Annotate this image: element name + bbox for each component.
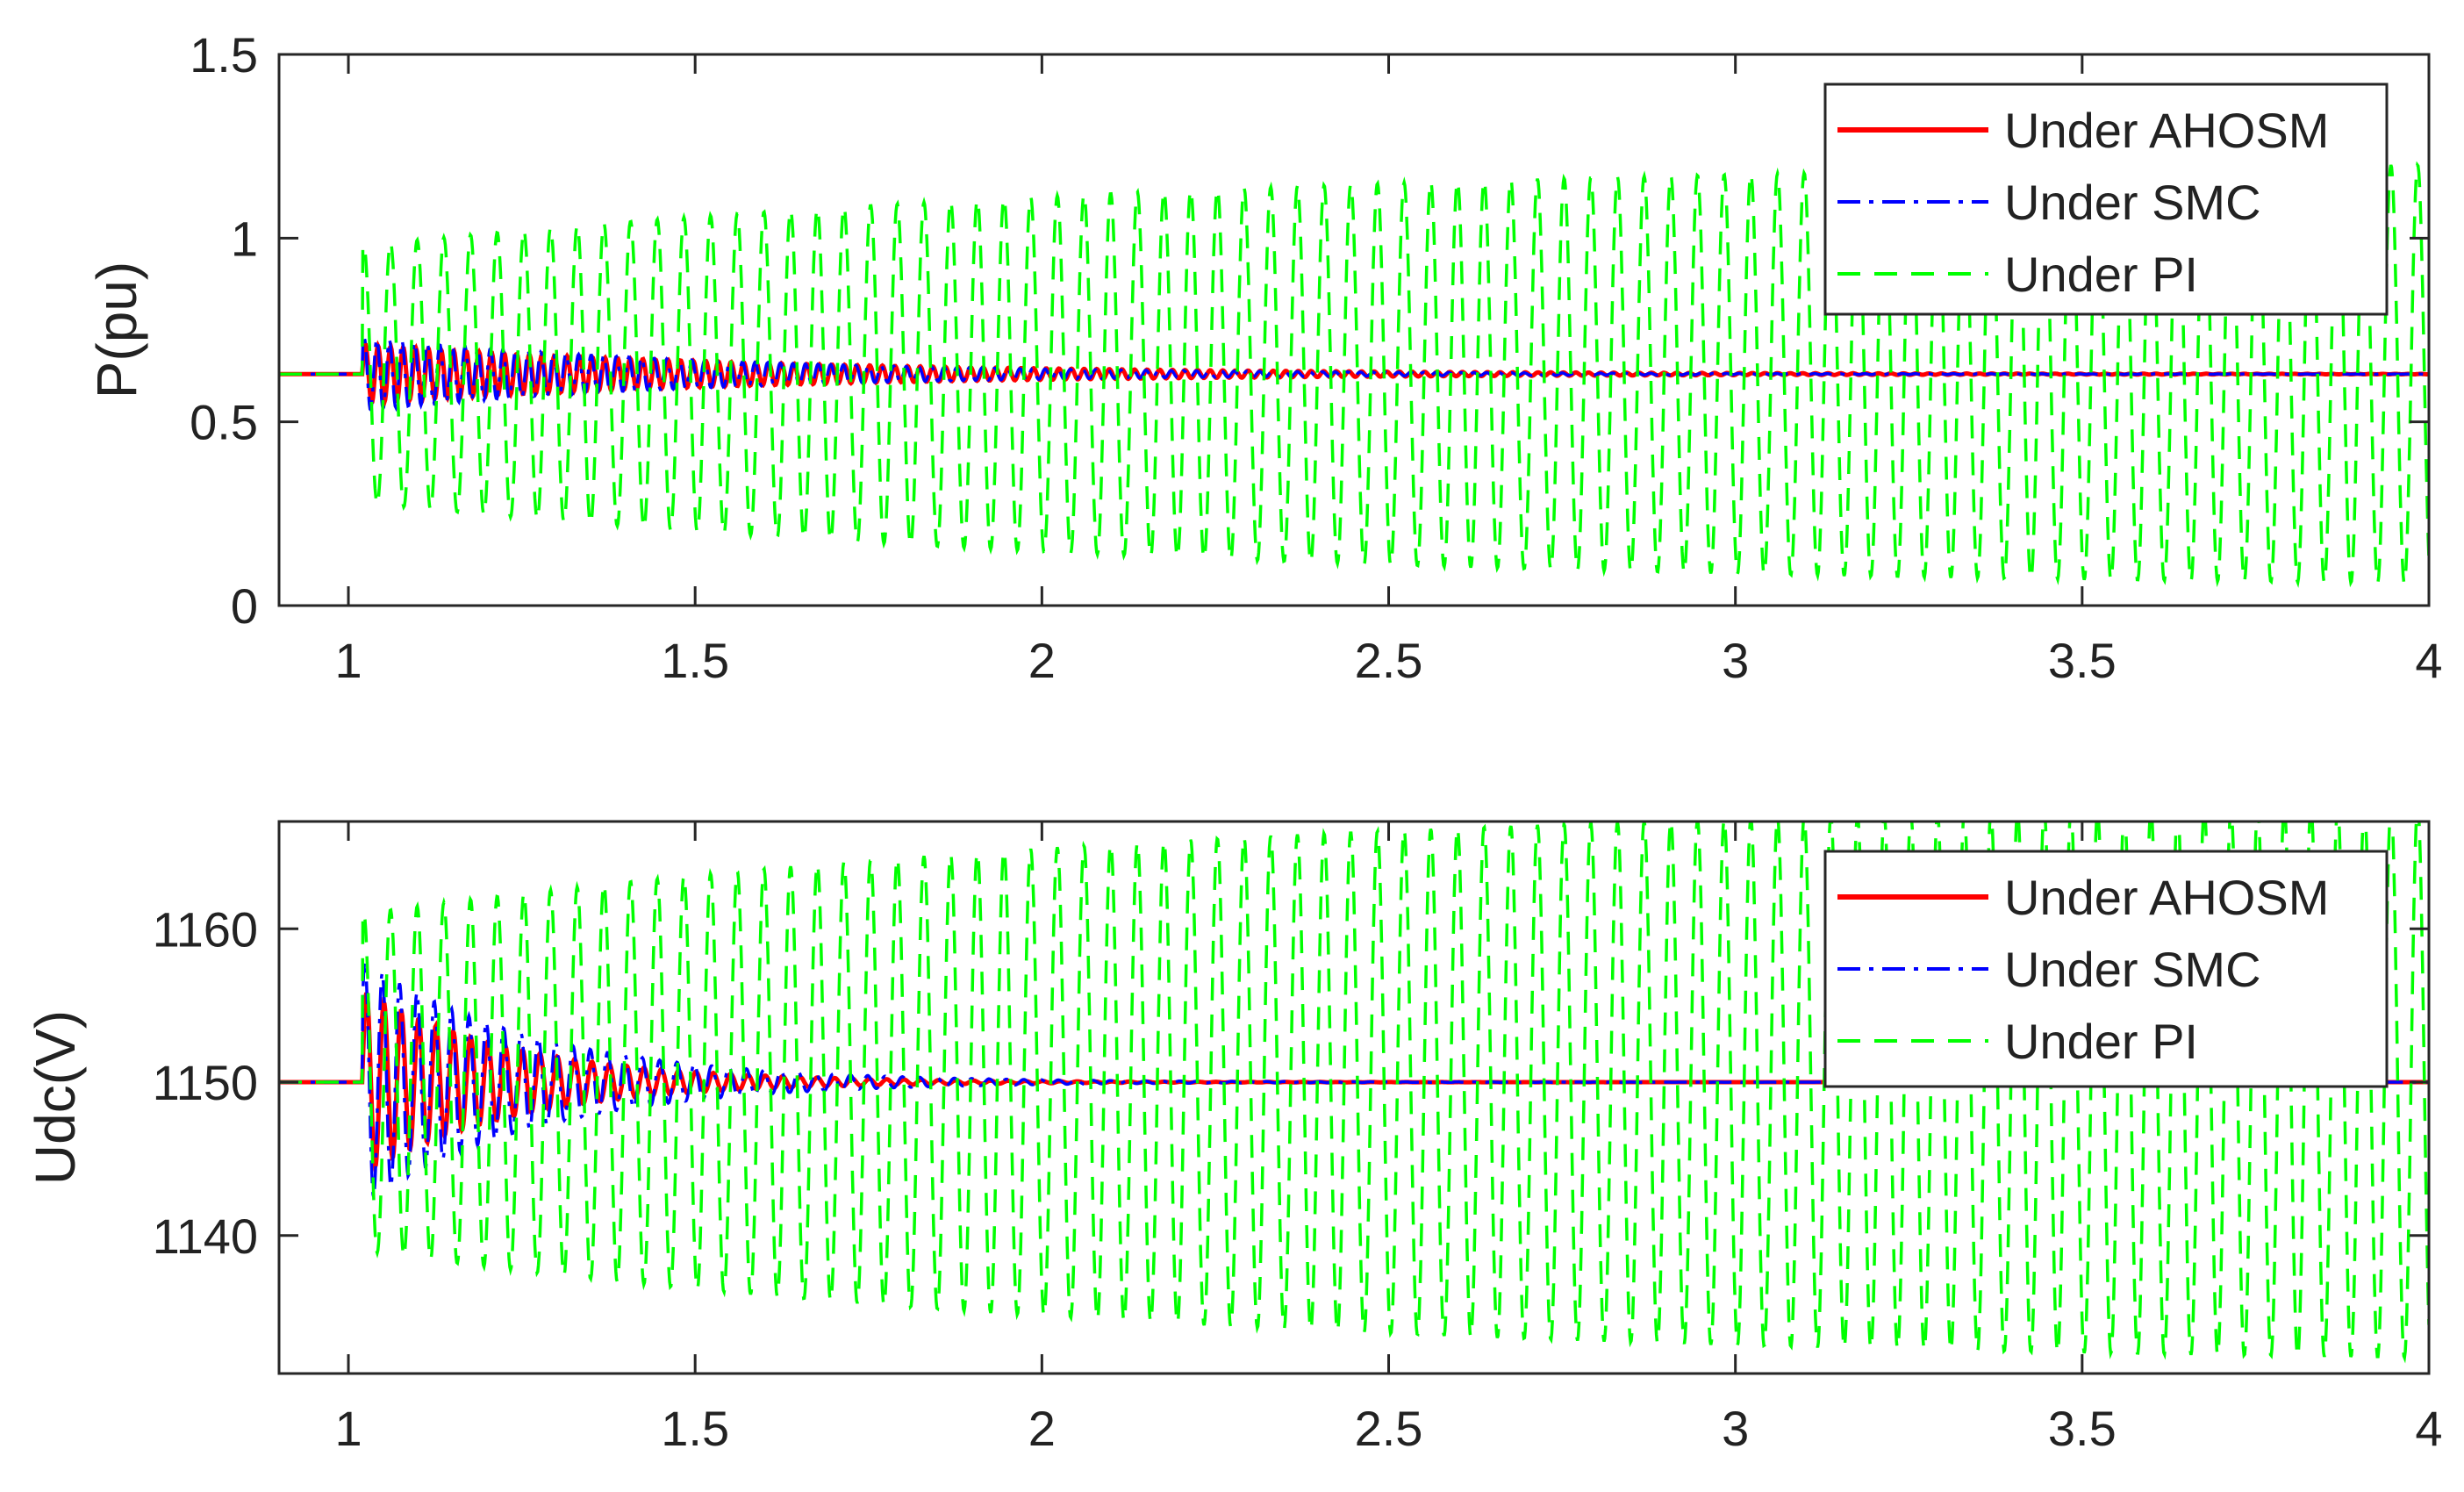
y-tick-label: 1 [231,211,258,266]
y-tick-label: 1150 [153,1055,258,1110]
x-tick-label: 2 [1028,1401,1056,1456]
y-axis-label: P(pu) [85,262,148,399]
series-line-under-ahosm [279,340,2429,408]
x-tick-label: 4 [2415,633,2442,688]
legend: Under AHOSM Under SMC Under PI [1823,850,2389,1088]
x-tick-label: 4 [2415,1401,2442,1456]
x-tick-label: 3 [1722,1401,1749,1456]
legend-entry-label: Under AHOSM [2004,870,2329,925]
x-tick-label: 1.5 [661,1401,729,1456]
x-tick-label: 3.5 [2048,1401,2117,1456]
y-tick-label: 1140 [153,1209,258,1264]
x-tick-label: 1 [334,633,362,688]
y-tick-label: 0.5 [190,395,258,450]
y-tick-label: 1.5 [190,27,258,82]
legend-box [1823,850,2389,1088]
x-tick-label: 3 [1722,633,1749,688]
series-line-under-smc [279,333,2429,413]
y-tick-label: 1160 [153,901,258,957]
x-tick-label: 2.5 [1355,633,1423,688]
x-tick-label: 1 [334,1401,362,1456]
axes-frame [277,820,2431,1375]
legend-entry-label: Under PI [2004,247,2198,302]
x-tick-label: 3.5 [2048,633,2117,688]
x-tick-label: 2 [1028,633,1056,688]
x-tick-label: 1.5 [661,633,729,688]
y-axis-label: Udc(V) [24,1010,87,1185]
chart-panel-1: 1 1.5 2 2.5 3 3.5 400.511.5P(pu)Under AHOSMUnd… [85,27,2443,688]
x-tick-label: 2.5 [1355,1401,1423,1456]
legend-entry-label: Under AHOSM [2004,103,2329,158]
legend-entry-label: Under SMC [2004,942,2261,997]
legend: Under AHOSM Under SMC Under PI [1823,82,2389,316]
axes-frame [277,53,2431,607]
legend-box [1823,82,2389,316]
legend-entry-label: Under PI [2004,1014,2198,1069]
y-tick-label: 0 [231,578,258,634]
legend-entry-label: Under SMC [2004,175,2261,230]
series-line-under-pi [279,821,2429,1364]
chart-panel-2: 1 1.5 2 2.5 3 3.5 4 1140 1150 1160 Udc(V) Under AHO… [24,820,2443,1456]
